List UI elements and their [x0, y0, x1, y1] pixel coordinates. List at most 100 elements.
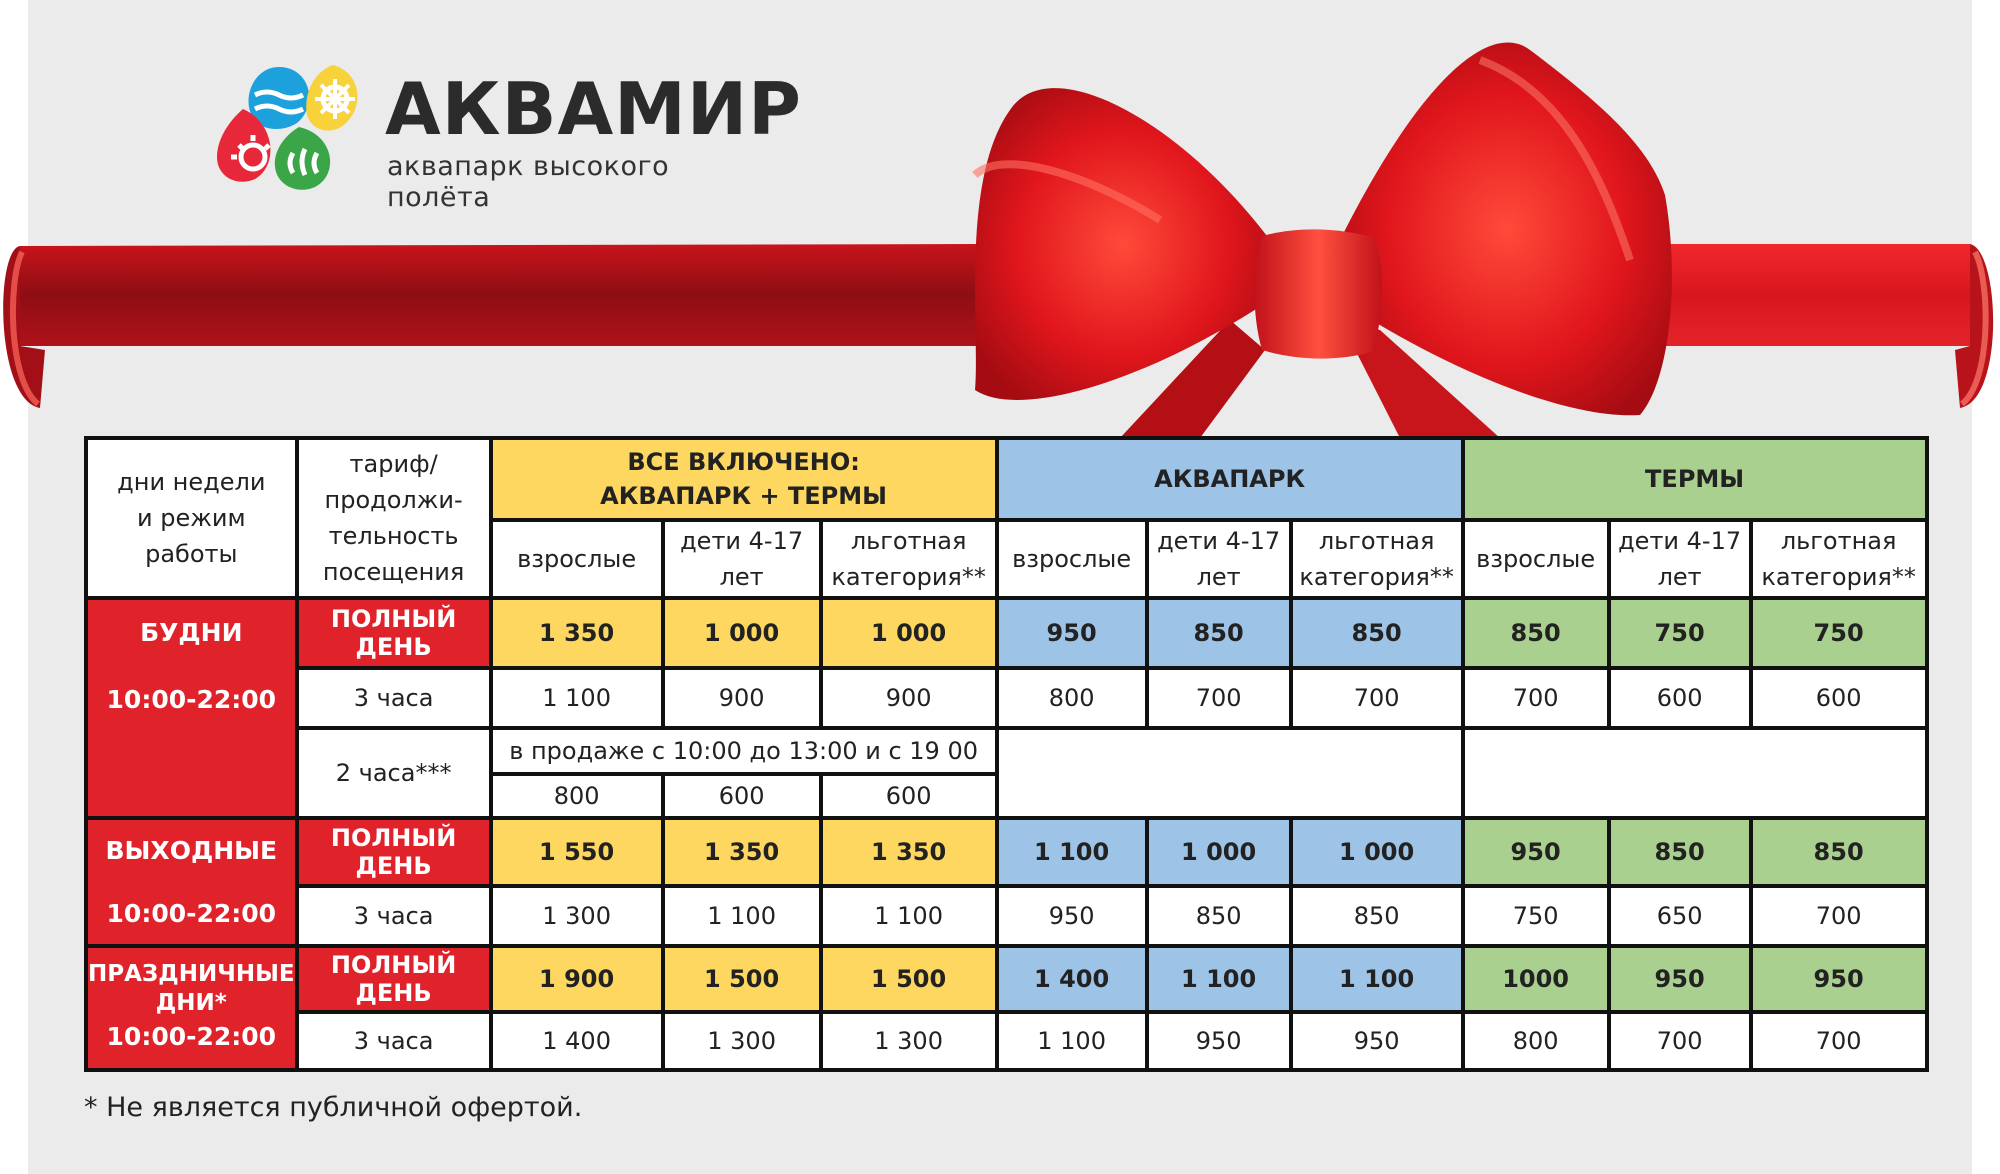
weekends-hours: 10:00-22:00: [106, 899, 277, 928]
price-cell: 1 300: [818, 1010, 999, 1072]
ribbon-left-band: [20, 244, 980, 346]
bow-loop-right: [1340, 42, 1672, 416]
price-cell: 700: [1748, 1010, 1929, 1072]
price-cell: 1 000: [660, 596, 823, 670]
price-cell: 700: [1288, 666, 1465, 730]
two-hours-note: в продаже с 10:00 до 13:00 и с 19 00: [488, 726, 999, 776]
price-cell: 1 400: [488, 1010, 665, 1072]
weekdays-full-day-label: ПОЛНЫЙ ДЕНЬ: [294, 596, 493, 670]
header-thermal: ТЕРМЫ: [1460, 436, 1929, 522]
price-cell: 950: [1748, 944, 1929, 1014]
price-cell: 600: [818, 772, 999, 820]
subheader-kids: дети 4-17 лет: [1606, 518, 1753, 600]
table-row: БУДНИ 10:00-22:00 ПОЛНЫЙ ДЕНЬ 1 350 1 00…: [84, 596, 1929, 820]
table-row: 800 600 600: [86, 772, 1927, 820]
holidays-name: ПРАЗДНИЧНЫЕ ДНИ*: [88, 961, 295, 1016]
price-cell: 750: [1460, 884, 1611, 948]
price-cell: 1 500: [818, 944, 999, 1014]
price-cell: 850: [1606, 816, 1753, 888]
weekends-name: ВЫХОДНЫЕ: [105, 836, 278, 865]
table-row: 3 часа 1 400 1 300 1 300 1 100 950 950 8…: [86, 1010, 1929, 1072]
empty-cell: [1460, 726, 1929, 820]
price-cell: 1 000: [1144, 816, 1293, 888]
price-cell: 1 100: [994, 816, 1149, 888]
price-cell: 700: [1144, 666, 1293, 730]
weekdays-name: БУДНИ: [140, 618, 243, 647]
price-cell: 600: [660, 772, 823, 820]
price-cell: 850: [1144, 884, 1293, 948]
weekends-3h-label: 3 часа: [294, 884, 493, 948]
ribbon-bow-graphic: [3, 42, 1994, 438]
price-cell: 1 300: [488, 884, 665, 948]
price-cell: 850: [1144, 596, 1293, 670]
price-cell: 950: [1144, 1010, 1293, 1072]
bow-tail-right: [1340, 320, 1500, 438]
price-cell: 850: [1288, 596, 1465, 670]
header-all-inclusive: ВСЕ ВКЛЮЧЕНО: АКВАПАРК + ТЕРМЫ: [488, 436, 999, 522]
weekdays-hours: 10:00-22:00: [106, 685, 277, 714]
table-row: 3 часа 1 300 1 100 1 100 950 850 850 750…: [86, 884, 1929, 948]
header-aquapark: АКВАПАРК: [994, 436, 1465, 522]
holidays-3h-label: 3 часа: [294, 1010, 493, 1072]
price-cell: 1 550: [488, 816, 665, 888]
price-cell: 1 500: [660, 944, 823, 1014]
bow-knot: [1254, 229, 1383, 359]
header-days: дни недели и режим работы: [117, 468, 266, 568]
price-cell: 600: [1748, 666, 1929, 730]
price-cell: 600: [1606, 666, 1753, 730]
price-cell: 1 350: [488, 596, 665, 670]
subheader-reduced: льготная категория**: [1288, 518, 1465, 600]
price-cell: 1 100: [1288, 944, 1465, 1014]
price-cell: 950: [994, 884, 1149, 948]
logo-title: АКВАМИР: [385, 67, 802, 151]
price-cell: 700: [1606, 1010, 1753, 1072]
price-cell: 950: [1606, 944, 1753, 1014]
price-cell: 950: [1460, 816, 1611, 888]
header-days-cell: дни недели и режим работы: [84, 436, 299, 600]
price-cell: 1 000: [818, 596, 999, 670]
price-cell: 850: [1748, 816, 1929, 888]
price-cell: 1 100: [1144, 944, 1293, 1014]
subheader-kids: дети 4-17 лет: [1144, 518, 1293, 600]
logo: АКВАМИР аквапарк высокого полёта: [215, 65, 801, 213]
price-cell: 700: [1460, 666, 1611, 730]
price-cell: 900: [818, 666, 999, 730]
bow-tail-left: [1120, 320, 1265, 438]
price-cell: 950: [994, 596, 1149, 670]
empty-cell: [994, 726, 1465, 820]
weekdays-cell: БУДНИ 10:00-22:00: [84, 596, 299, 820]
weekends-full-day-label: ПОЛНЫЙ ДЕНЬ: [294, 816, 493, 888]
price-table: дни недели и режим работы тариф/ продолж…: [84, 436, 1929, 1072]
price-cell: 1 000: [1288, 816, 1465, 888]
weekdays-3h-label: 3 часа: [294, 666, 493, 730]
price-cell: 1 100: [818, 884, 999, 948]
price-cell: 800: [1460, 1010, 1611, 1072]
price-cell: 1 900: [488, 944, 665, 1014]
price-cell: 1 100: [660, 884, 823, 948]
footnote: * Не является публичной офертой.: [84, 1092, 583, 1123]
subheader-adults: взрослые: [994, 518, 1149, 600]
subheader-adults: взрослые: [1460, 518, 1611, 600]
header-tariff-cell: тариф/ продолжи-тельность посещения: [294, 436, 493, 600]
ribbon-right-band: [1580, 244, 1970, 346]
subheader-reduced: льготная категория**: [1748, 518, 1929, 600]
holidays-hours: 10:00-22:00: [106, 1022, 277, 1051]
subheader-adults: взрослые: [488, 518, 665, 600]
price-cell: 1 100: [488, 666, 665, 730]
price-cell: 800: [488, 772, 665, 820]
header-tariff: тариф/ продолжи-тельность посещения: [322, 450, 465, 586]
price-cell: 800: [994, 666, 1149, 730]
price-cell: 850: [1460, 596, 1611, 670]
price-cell: 1 400: [994, 944, 1149, 1014]
subheader-reduced: льготная категория**: [818, 518, 999, 600]
table-row: ВЫХОДНЫЕ 10:00-22:00 ПОЛНЫЙ ДЕНЬ 1 550 1…: [84, 816, 1929, 948]
price-cell: 950: [1288, 1010, 1465, 1072]
logo-icon: [217, 65, 358, 190]
weekdays-2h-label: 2 часа***: [294, 726, 493, 820]
price-cell: 1 350: [660, 816, 823, 888]
table-row: ПРАЗДНИЧНЫЕ ДНИ* 10:00-22:00 ПОЛНЫЙ ДЕНЬ…: [84, 944, 1929, 1072]
price-cell: 700: [1748, 884, 1929, 948]
weekends-cell: ВЫХОДНЫЕ 10:00-22:00: [84, 816, 299, 948]
price-cell: 1 350: [818, 816, 999, 888]
price-cell: 750: [1606, 596, 1753, 670]
